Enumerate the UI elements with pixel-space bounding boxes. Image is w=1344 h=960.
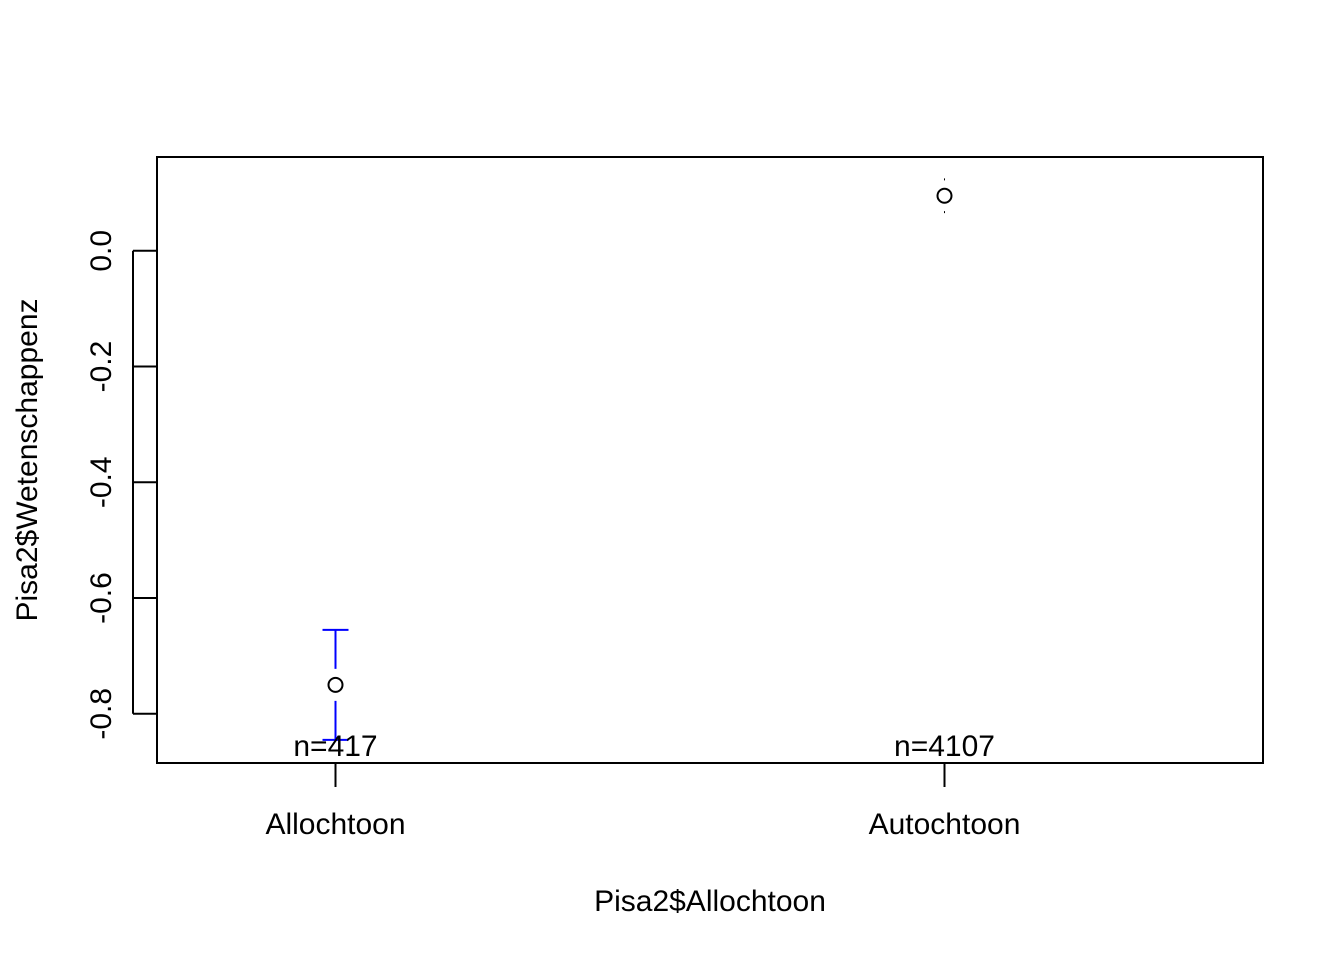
n-label: n=4107 [894,730,995,763]
chart-marks: n=417 n=4107 [293,178,995,763]
x-tick-label: Autochtoon [869,808,1021,841]
mean-point [327,676,344,693]
y-tick-label: -0.2 [85,341,118,393]
y-tick-label: -0.6 [85,572,118,624]
y-tick-label: -0.4 [85,456,118,508]
n-label: n=417 [293,730,377,763]
x-tick-label: Allochtoon [265,808,405,841]
x-axis: Allochtoon Autochtoon [265,763,1020,841]
y-tick-label: -0.8 [85,688,118,740]
plot-frame [156,156,1264,764]
y-axis: -0.8 -0.6 -0.4 -0.2 0.0 [85,230,157,740]
y-tick-label: 0.0 [85,230,118,272]
y-axis-label: Pisa2$Wetenschappenz [11,299,44,622]
mean-point [936,187,953,204]
x-axis-label: Pisa2$Allochtoon [594,885,826,918]
